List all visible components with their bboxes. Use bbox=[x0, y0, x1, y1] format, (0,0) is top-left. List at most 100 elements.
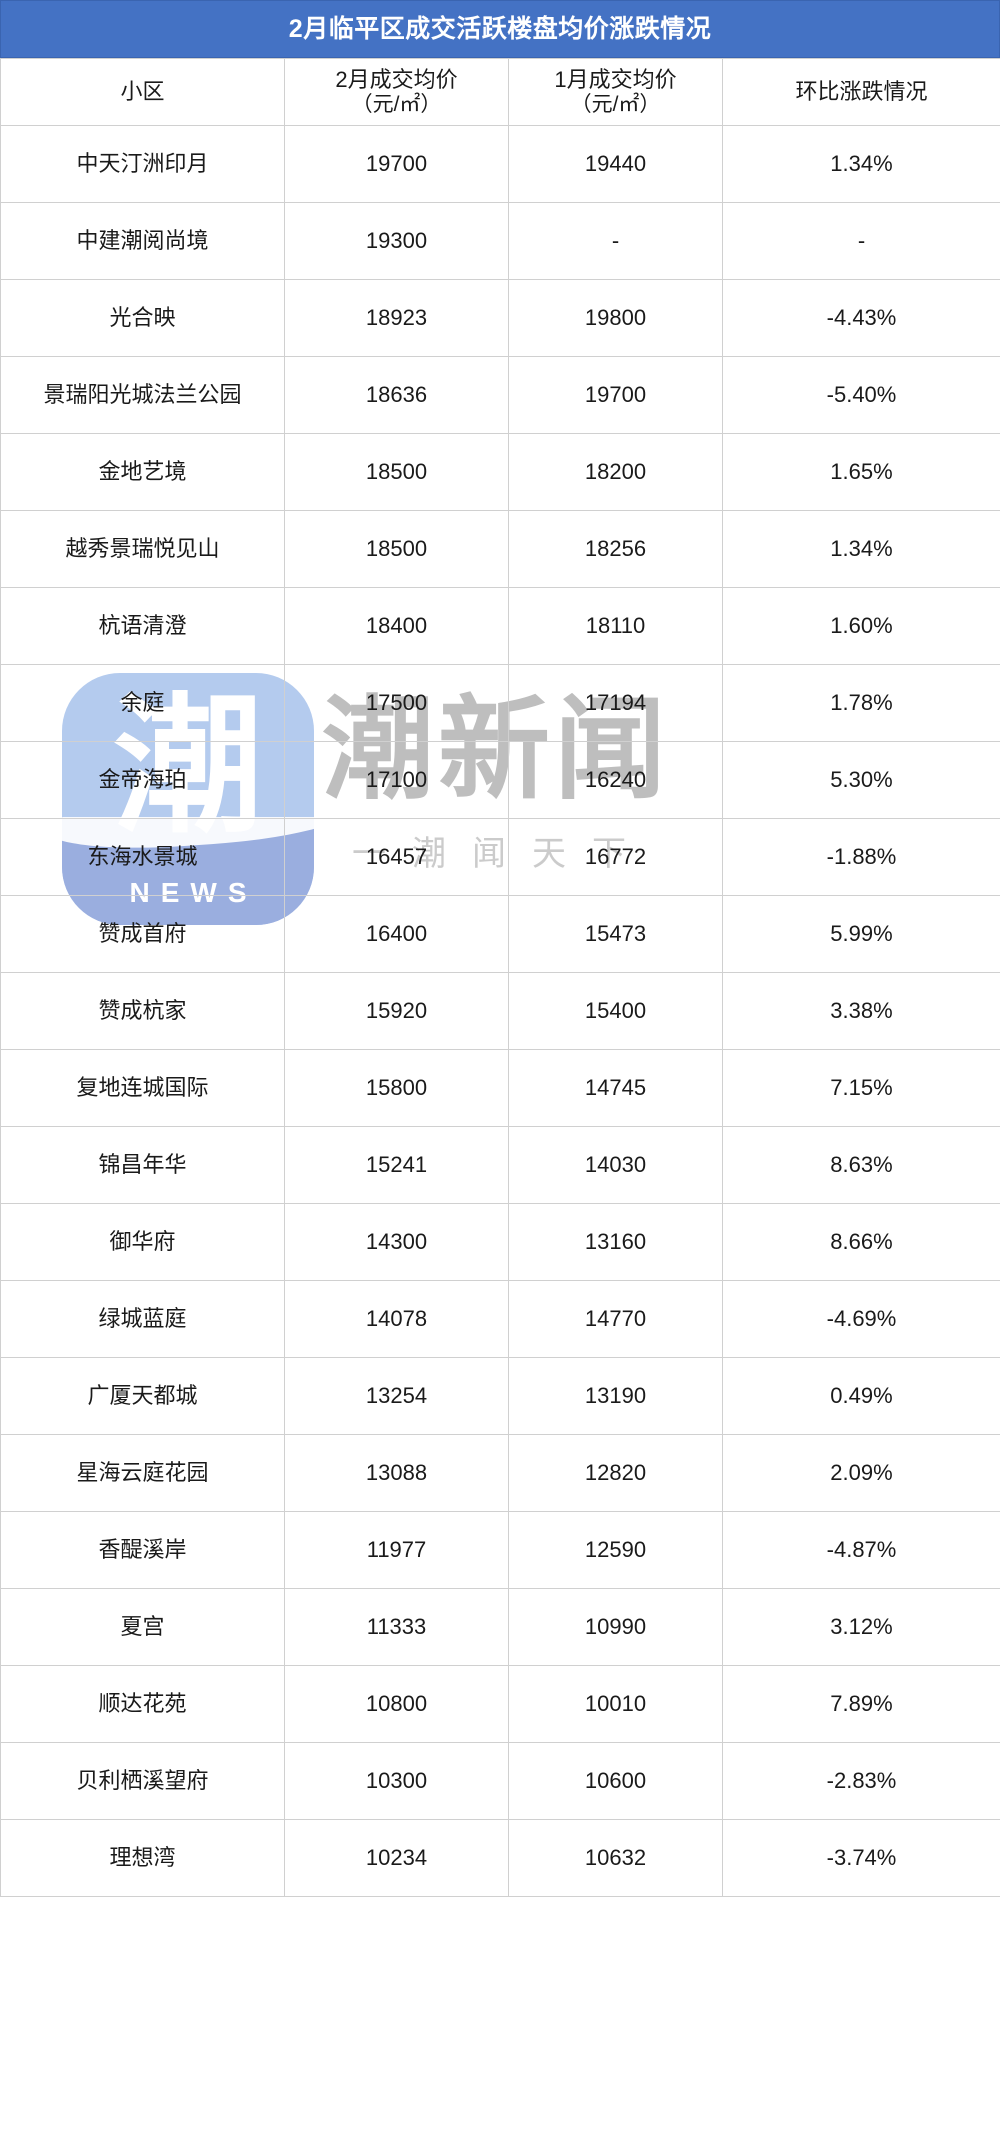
table-header: 小区 2月成交均价 （元/㎡） 1月成交均价 （元/㎡） 环比涨跌情况 bbox=[0, 58, 1000, 126]
header-row: 小区 2月成交均价 （元/㎡） 1月成交均价 （元/㎡） 环比涨跌情况 bbox=[0, 58, 1000, 126]
cell-community: 锦昌年华 bbox=[0, 1126, 285, 1204]
cell-change: - bbox=[722, 202, 1000, 280]
cell-feb-price: 15241 bbox=[284, 1126, 509, 1204]
table-row: 赞成杭家 15920 15400 3.38% bbox=[0, 972, 1000, 1050]
header-unit-jan-price: （元/㎡） bbox=[570, 92, 661, 116]
cell-feb-price: 16400 bbox=[284, 895, 509, 973]
cell-community: 星海云庭花园 bbox=[0, 1434, 285, 1512]
cell-community: 夏宫 bbox=[0, 1588, 285, 1666]
table-title-banner: 2月临平区成交活跃楼盘均价涨跌情况 bbox=[0, 0, 1000, 58]
cell-jan-price: 13190 bbox=[508, 1357, 723, 1435]
header-label-feb-price: 2月成交均价 bbox=[335, 66, 458, 92]
table-row: 金地艺境 18500 18200 1.65% bbox=[0, 433, 1000, 511]
cell-jan-price: 16772 bbox=[508, 818, 723, 896]
cell-community: 绿城蓝庭 bbox=[0, 1280, 285, 1358]
table-row: 顺达花苑 10800 10010 7.89% bbox=[0, 1665, 1000, 1743]
cell-jan-price: 12820 bbox=[508, 1434, 723, 1512]
cell-feb-price: 19300 bbox=[284, 202, 509, 280]
cell-change: -5.40% bbox=[722, 356, 1000, 434]
cell-feb-price: 18923 bbox=[284, 279, 509, 357]
cell-jan-price: 19800 bbox=[508, 279, 723, 357]
cell-community: 光合映 bbox=[0, 279, 285, 357]
cell-jan-price: 12590 bbox=[508, 1511, 723, 1589]
table-row: 中天汀洲印月 19700 19440 1.34% bbox=[0, 125, 1000, 203]
cell-feb-price: 17100 bbox=[284, 741, 509, 819]
cell-community: 贝利栖溪望府 bbox=[0, 1742, 285, 1820]
cell-feb-price: 18500 bbox=[284, 510, 509, 588]
cell-jan-price: 14745 bbox=[508, 1049, 723, 1127]
cell-jan-price: 18110 bbox=[508, 587, 723, 665]
cell-feb-price: 18400 bbox=[284, 587, 509, 665]
header-label-change: 环比涨跌情况 bbox=[795, 79, 928, 105]
cell-change: 1.60% bbox=[722, 587, 1000, 665]
table-row: 杭语清澄 18400 18110 1.60% bbox=[0, 587, 1000, 665]
cell-feb-price: 16457 bbox=[284, 818, 509, 896]
cell-jan-price: 10632 bbox=[508, 1819, 723, 1897]
cell-feb-price: 10300 bbox=[284, 1742, 509, 1820]
table-body: 中天汀洲印月 19700 19440 1.34% 中建潮阅尚境 19300- - 光合映 189… bbox=[0, 125, 1000, 1897]
cell-feb-price: 11333 bbox=[284, 1588, 509, 1666]
cell-community: 中天汀洲印月 bbox=[0, 125, 285, 203]
cell-change: 7.89% bbox=[722, 1665, 1000, 1743]
cell-community: 赞成杭家 bbox=[0, 972, 285, 1050]
cell-community: 余庭 bbox=[0, 664, 285, 742]
table-row: 复地连城国际 15800 14745 7.15% bbox=[0, 1049, 1000, 1127]
column-header-feb-price: 2月成交均价 （元/㎡） bbox=[284, 58, 509, 126]
table-row: 理想湾 10234 10632 -3.74% bbox=[0, 1819, 1000, 1897]
cell-jan-price: 15400 bbox=[508, 972, 723, 1050]
cell-change: -4.87% bbox=[722, 1511, 1000, 1589]
cell-jan-price: 15473 bbox=[508, 895, 723, 973]
table-title-text: 2月临平区成交活跃楼盘均价涨跌情况 bbox=[288, 14, 712, 43]
table-row: 夏宫 11333 10990 3.12% bbox=[0, 1588, 1000, 1666]
cell-community: 顺达花苑 bbox=[0, 1665, 285, 1743]
cell-feb-price: 15800 bbox=[284, 1049, 509, 1127]
table-row: 广厦天都城 13254 13190 0.49% bbox=[0, 1357, 1000, 1435]
cell-change: 2.09% bbox=[722, 1434, 1000, 1512]
cell-jan-price: 17194 bbox=[508, 664, 723, 742]
column-header-jan-price: 1月成交均价 （元/㎡） bbox=[508, 58, 723, 126]
cell-feb-price: 18500 bbox=[284, 433, 509, 511]
table-row: 香醍溪岸 11977 12590 -4.87% bbox=[0, 1511, 1000, 1589]
cell-feb-price: 18636 bbox=[284, 356, 509, 434]
cell-feb-price: 15920 bbox=[284, 972, 509, 1050]
cell-community: 金帝海珀 bbox=[0, 741, 285, 819]
table-row: 御华府 14300 13160 8.66% bbox=[0, 1203, 1000, 1281]
table-row: 光合映 18923 19800 -4.43% bbox=[0, 279, 1000, 357]
cell-feb-price: 10800 bbox=[284, 1665, 509, 1743]
cell-change: 0.49% bbox=[722, 1357, 1000, 1435]
cell-change: 1.65% bbox=[722, 433, 1000, 511]
cell-change: -2.83% bbox=[722, 1742, 1000, 1820]
cell-change: 7.15% bbox=[722, 1049, 1000, 1127]
cell-community: 越秀景瑞悦见山 bbox=[0, 510, 285, 588]
table-row: 越秀景瑞悦见山 18500 18256 1.34% bbox=[0, 510, 1000, 588]
table-row: 赞成首府 16400 15473 5.99% bbox=[0, 895, 1000, 973]
header-unit-feb-price: （元/㎡） bbox=[351, 92, 442, 116]
cell-jan-price: 14030 bbox=[508, 1126, 723, 1204]
cell-community: 杭语清澄 bbox=[0, 587, 285, 665]
cell-jan-price: - bbox=[508, 202, 723, 280]
cell-jan-price: 19440 bbox=[508, 125, 723, 203]
cell-jan-price: 10990 bbox=[508, 1588, 723, 1666]
table-row: 星海云庭花园 13088 12820 2.09% bbox=[0, 1434, 1000, 1512]
cell-feb-price: 14078 bbox=[284, 1280, 509, 1358]
cell-change: 5.30% bbox=[722, 741, 1000, 819]
cell-community: 赞成首府 bbox=[0, 895, 285, 973]
cell-change: 5.99% bbox=[722, 895, 1000, 973]
cell-jan-price: 18200 bbox=[508, 433, 723, 511]
cell-change: -3.74% bbox=[722, 1819, 1000, 1897]
cell-jan-price: 13160 bbox=[508, 1203, 723, 1281]
cell-change: -1.88% bbox=[722, 818, 1000, 896]
price-change-table: 小区 2月成交均价 （元/㎡） 1月成交均价 （元/㎡） 环比涨跌情况 中天汀洲… bbox=[0, 58, 1000, 1897]
cell-change: 3.12% bbox=[722, 1588, 1000, 1666]
cell-change: -4.69% bbox=[722, 1280, 1000, 1358]
column-header-community: 小区 bbox=[0, 58, 285, 126]
cell-feb-price: 11977 bbox=[284, 1511, 509, 1589]
cell-feb-price: 19700 bbox=[284, 125, 509, 203]
cell-change: 3.38% bbox=[722, 972, 1000, 1050]
cell-change: 8.63% bbox=[722, 1126, 1000, 1204]
cell-jan-price: 16240 bbox=[508, 741, 723, 819]
table-row: 东海水景城 16457 16772 -1.88% bbox=[0, 818, 1000, 896]
cell-change: 1.34% bbox=[722, 510, 1000, 588]
table-row: 中建潮阅尚境 19300- - bbox=[0, 202, 1000, 280]
